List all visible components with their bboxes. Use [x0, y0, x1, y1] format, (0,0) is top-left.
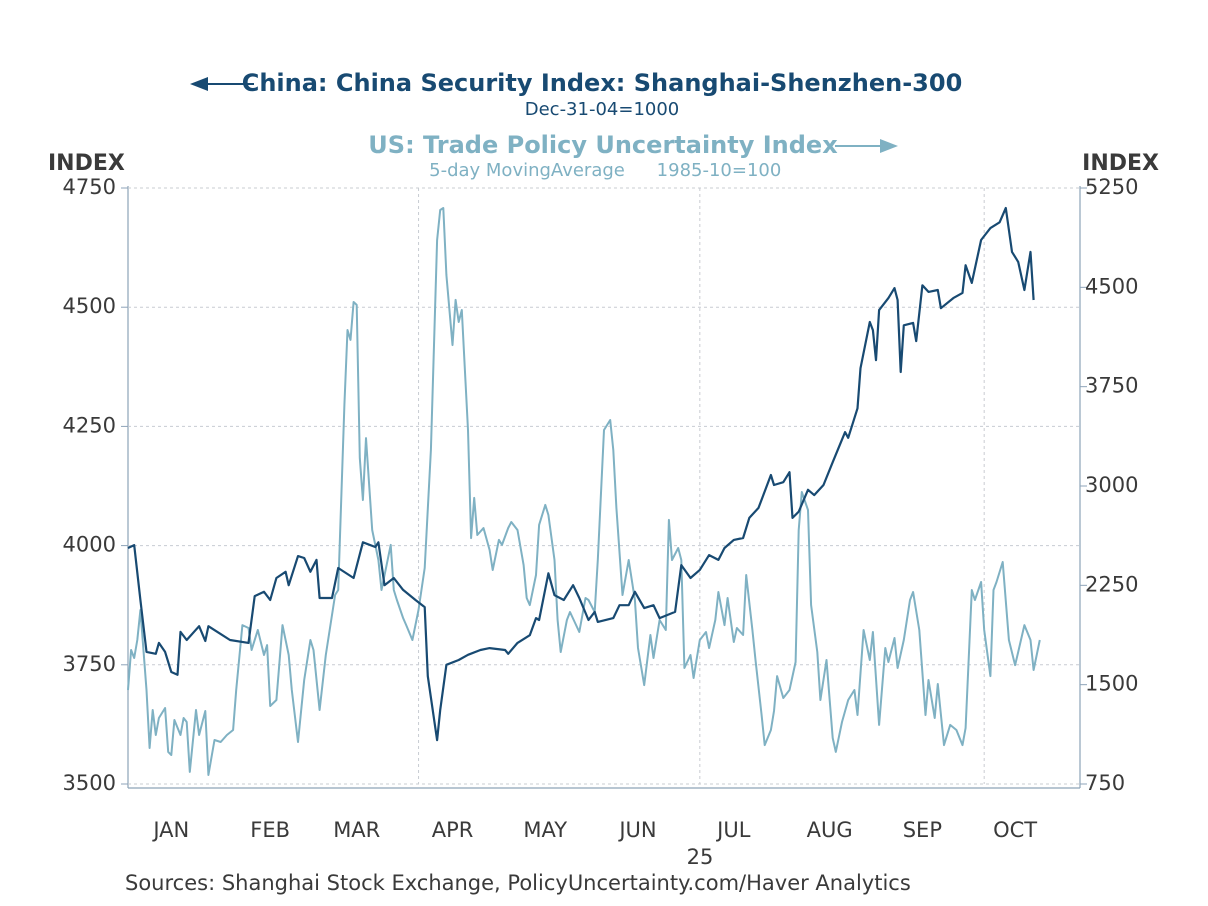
- y2-tick-label: 750: [1085, 771, 1125, 795]
- series-subtitle: Dec-31-04=1000: [525, 99, 680, 120]
- x-tick-label: JUL: [715, 818, 751, 842]
- y2-tick-label: 4500: [1085, 274, 1138, 298]
- y-tick-label: 3750: [63, 652, 116, 676]
- series-line: [127, 207, 1041, 776]
- series-title: China: China Security Index: Shanghai-Sh…: [242, 69, 963, 97]
- y-tick-label: 4500: [63, 294, 116, 318]
- source: Sources: Shanghai Stock Exchange, Policy…: [125, 871, 911, 895]
- y2-tick-label: 3000: [1085, 473, 1138, 497]
- x-tick-label: AUG: [807, 818, 853, 842]
- x-tick-label: APR: [432, 818, 474, 842]
- arrow-head: [190, 77, 208, 91]
- y2-tick-label: 5250: [1085, 175, 1138, 199]
- y-tick-label: 4250: [63, 413, 116, 437]
- x-tick-label: MAR: [333, 818, 380, 842]
- y-tick-label: 4000: [63, 533, 116, 557]
- y2-tick-label: 1500: [1085, 672, 1138, 696]
- y2-tick-label: 2250: [1085, 572, 1138, 596]
- x-tick-label: FEB: [250, 818, 290, 842]
- x-tick-label: OCT: [993, 818, 1037, 842]
- x-tick-label: JUN: [617, 818, 656, 842]
- y2-tick-label: 3750: [1085, 374, 1138, 398]
- y-tick-label: 3500: [63, 771, 116, 795]
- x-tick-label: MAY: [523, 818, 567, 842]
- x-sublabel: 25: [687, 845, 714, 869]
- y-axis-label: INDEX: [48, 151, 125, 176]
- series-title: US: Trade Policy Uncertainty Index: [368, 131, 838, 159]
- y2-axis-label: INDEX: [1082, 151, 1159, 176]
- series-subtitle: 1985-10=100: [657, 160, 782, 181]
- series-line: [127, 206, 1035, 742]
- arrow-head: [880, 139, 898, 153]
- x-tick-label: SEP: [903, 818, 942, 842]
- x-tick-label: JAN: [151, 818, 189, 842]
- y-tick-label: 4750: [63, 175, 116, 199]
- series-subtitle: 5-day MovingAverage: [429, 160, 625, 181]
